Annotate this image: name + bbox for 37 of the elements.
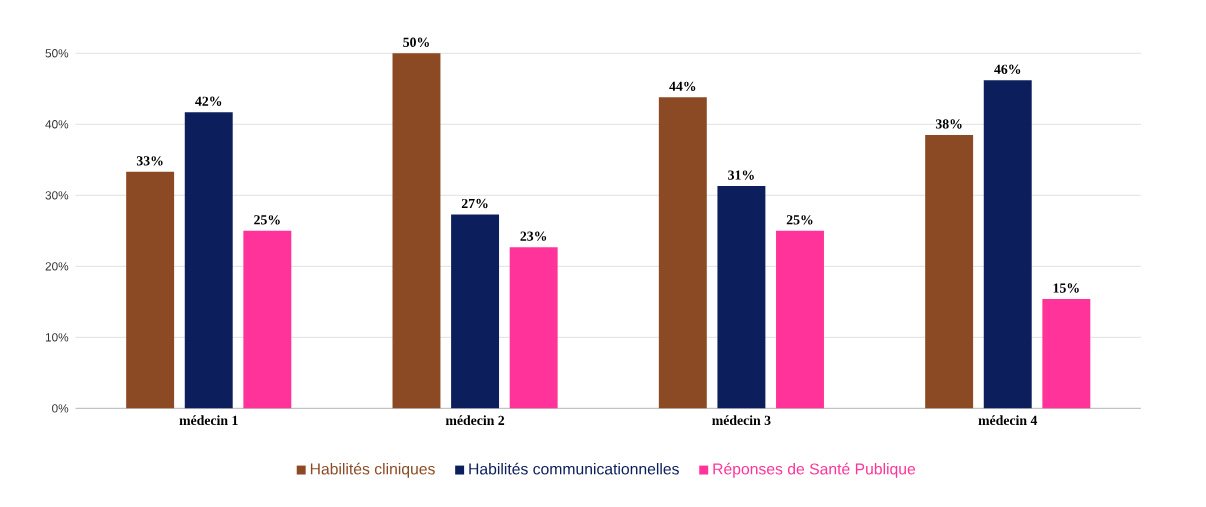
- legend-label: Habilités communicationnelles: [469, 462, 679, 475]
- bar: [776, 230, 824, 409]
- data-label: 15%: [1053, 283, 1079, 293]
- data-label: 44%: [669, 81, 696, 91]
- legend-label: Réponses de Santé Publique: [713, 462, 916, 478]
- data-label: 42%: [195, 96, 222, 106]
- data-label: 25%: [786, 215, 813, 225]
- y-tick-label: 50%: [45, 49, 69, 58]
- y-tick-label: 0%: [52, 404, 69, 413]
- bar: [243, 230, 292, 409]
- data-label: 50%: [403, 37, 429, 47]
- x-tick-label: médecin 4: [978, 415, 1038, 425]
- y-tick-label: 10%: [45, 333, 69, 342]
- data-label: 25%: [254, 215, 280, 225]
- bar: [1042, 299, 1091, 409]
- bar: [717, 186, 766, 409]
- data-label: 38%: [935, 119, 962, 129]
- data-label: 33%: [136, 156, 163, 166]
- bar: [126, 171, 175, 409]
- data-label: 27%: [461, 198, 488, 209]
- bar: [925, 134, 974, 409]
- data-label: 31%: [728, 170, 754, 180]
- bar: [509, 247, 558, 409]
- bar: [184, 112, 233, 409]
- y-tick-label: 30%: [45, 191, 69, 200]
- bar: [451, 214, 500, 409]
- x-tick-label: médecin 3: [712, 415, 771, 425]
- legend-label: Habilités cliniques: [310, 462, 435, 478]
- data-label: 46%: [994, 64, 1021, 74]
- x-tick-label: médecin 1: [179, 415, 238, 425]
- bar: [983, 80, 1032, 409]
- bar: [658, 97, 707, 409]
- data-label: 23%: [520, 231, 547, 241]
- y-tick-label: 20%: [45, 262, 69, 271]
- bar: [392, 53, 441, 409]
- y-tick-label: 40%: [45, 120, 69, 129]
- x-tick-label: médecin 2: [445, 415, 505, 425]
